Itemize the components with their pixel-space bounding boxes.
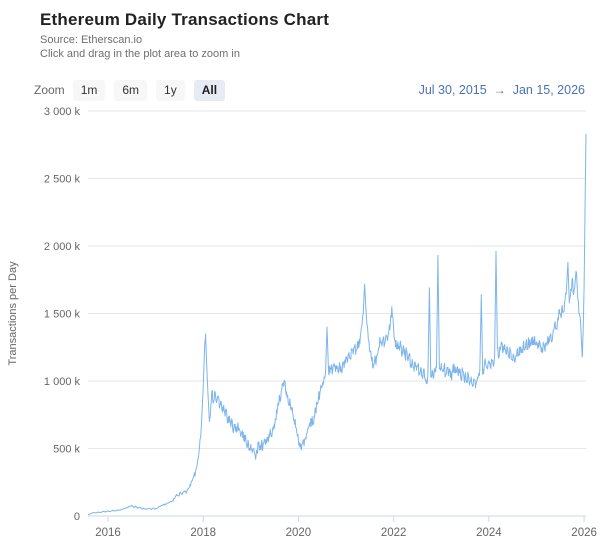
zoom-button-1y[interactable]: 1y xyxy=(156,79,185,101)
x-tick-label: 2016 xyxy=(95,527,121,539)
y-tick-label: 500 k xyxy=(53,444,80,456)
chart-toolbar: Zoom 1m 6m 1y All Jul 30, 2015 → Jan 15, 20… xyxy=(34,78,585,102)
date-range: Jul 30, 2015 → Jan 15, 2026 xyxy=(419,83,585,97)
date-range-to[interactable]: Jan 15, 2026 xyxy=(512,83,585,97)
date-range-from[interactable]: Jul 30, 2015 xyxy=(418,83,487,97)
y-tick-label: 2 000 k xyxy=(44,241,81,253)
plot-area[interactable] xyxy=(88,111,586,516)
x-tick-label: 2020 xyxy=(286,527,312,539)
series-line xyxy=(87,133,587,516)
chart-subtitle-hint: Click and drag in the plot area to zoom … xyxy=(40,48,240,60)
y-axis-title: Transactions per Day xyxy=(7,261,19,366)
x-tick-label: 2018 xyxy=(190,527,216,539)
chart-header: Ethereum Daily Transactions Chart Source… xyxy=(0,0,600,61)
zoom-button-6m[interactable]: 6m xyxy=(114,79,148,101)
y-tick-label: 3 000 k xyxy=(44,106,81,118)
arrow-right-icon: → xyxy=(493,83,506,97)
y-tick-label: 1 000 k xyxy=(44,376,81,388)
x-tick-label: 2022 xyxy=(381,527,407,539)
zoom-label: Zoom xyxy=(34,83,65,97)
zoom-buttons: 1m 6m 1y All xyxy=(72,79,226,101)
x-tick-label: 2024 xyxy=(476,527,502,539)
y-tick-label: 1 500 k xyxy=(44,309,81,321)
page-title: Ethereum Daily Transactions Chart xyxy=(40,10,330,29)
chart-subtitle-source: Source: Etherscan.io xyxy=(40,34,143,46)
zoom-button-all[interactable]: All xyxy=(193,79,226,101)
y-tick-label: 2 500 k xyxy=(44,174,81,186)
zoom-button-1m[interactable]: 1m xyxy=(72,79,106,101)
x-tick-label: 2026 xyxy=(571,527,597,539)
y-tick-label: 0 xyxy=(74,511,80,523)
